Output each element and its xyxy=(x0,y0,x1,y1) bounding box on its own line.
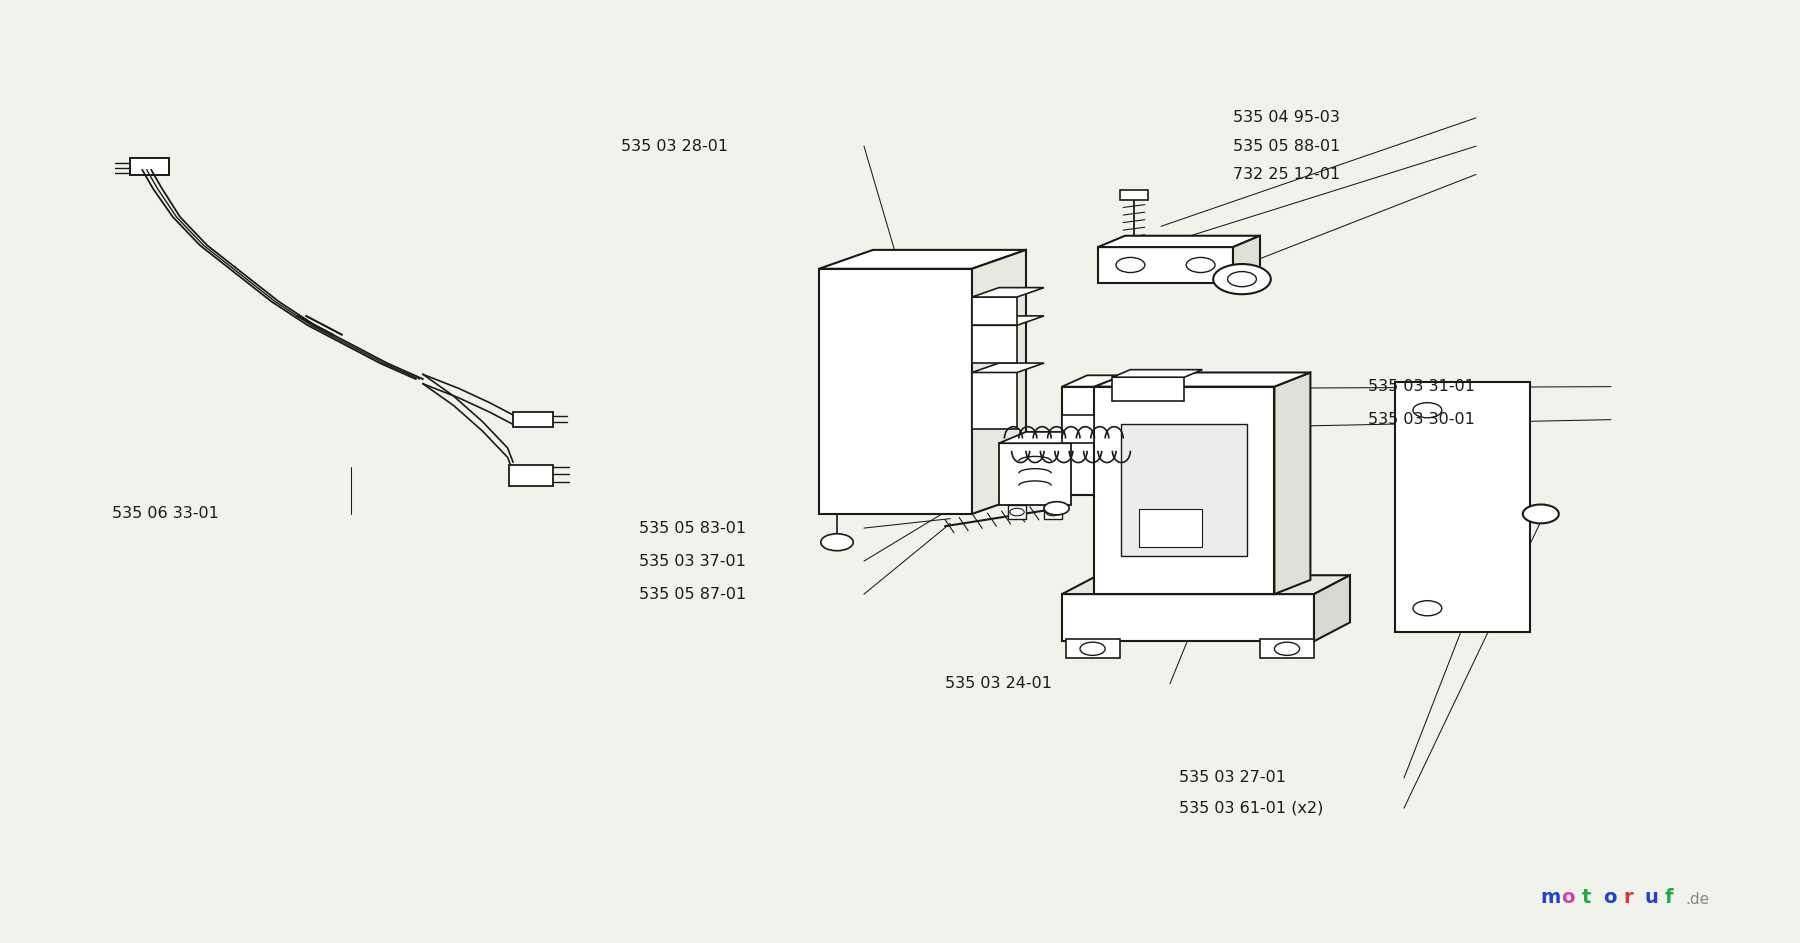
Bar xyxy=(819,269,972,514)
Polygon shape xyxy=(1233,236,1260,283)
Bar xyxy=(509,465,553,486)
Circle shape xyxy=(1523,505,1559,523)
Text: 535 03 30-01: 535 03 30-01 xyxy=(1368,412,1474,427)
Text: 535 04 95-03: 535 04 95-03 xyxy=(1233,110,1339,125)
Bar xyxy=(1008,505,1026,519)
Text: 535 03 24-01: 535 03 24-01 xyxy=(945,676,1051,691)
Circle shape xyxy=(1274,642,1300,655)
Polygon shape xyxy=(1094,372,1310,387)
Text: 535 03 27-01: 535 03 27-01 xyxy=(1179,770,1285,786)
Polygon shape xyxy=(972,316,1044,325)
Polygon shape xyxy=(1098,236,1260,247)
Circle shape xyxy=(1213,264,1271,294)
Bar xyxy=(1120,190,1148,200)
Circle shape xyxy=(1120,383,1141,394)
Polygon shape xyxy=(1062,415,1094,443)
Polygon shape xyxy=(1112,370,1202,377)
Bar xyxy=(1098,247,1233,283)
Text: t: t xyxy=(1582,888,1591,907)
Polygon shape xyxy=(1062,594,1314,641)
Text: 535 03 37-01: 535 03 37-01 xyxy=(639,554,745,569)
Bar xyxy=(1395,382,1530,632)
Text: 535 06 33-01: 535 06 33-01 xyxy=(112,506,218,521)
Text: 535 03 28-01: 535 03 28-01 xyxy=(621,139,729,154)
Text: f: f xyxy=(1665,888,1674,907)
Polygon shape xyxy=(1274,372,1310,594)
Bar xyxy=(1112,377,1184,401)
Text: o: o xyxy=(1562,888,1575,907)
Polygon shape xyxy=(999,432,1098,443)
Bar xyxy=(1260,639,1314,658)
Bar xyxy=(1044,505,1062,519)
Text: .de: .de xyxy=(1685,892,1710,907)
Text: 535 03 31-01: 535 03 31-01 xyxy=(1368,379,1474,394)
Circle shape xyxy=(1046,508,1060,516)
Polygon shape xyxy=(1314,575,1350,641)
Bar xyxy=(1139,509,1202,547)
Bar xyxy=(1121,424,1247,556)
Polygon shape xyxy=(819,250,1026,269)
Circle shape xyxy=(1413,601,1442,616)
Circle shape xyxy=(1116,257,1145,273)
Polygon shape xyxy=(1062,375,1123,387)
Text: 535 05 88-01: 535 05 88-01 xyxy=(1233,139,1341,154)
Polygon shape xyxy=(972,250,1026,514)
Bar xyxy=(972,372,1017,429)
Text: 535 05 87-01: 535 05 87-01 xyxy=(639,587,747,602)
Polygon shape xyxy=(972,363,1044,372)
Text: 535 05 83-01: 535 05 83-01 xyxy=(639,521,747,536)
Circle shape xyxy=(1186,257,1215,273)
Polygon shape xyxy=(1062,575,1350,594)
Bar xyxy=(130,158,169,175)
Text: r: r xyxy=(1624,888,1633,907)
Polygon shape xyxy=(972,288,1044,297)
Text: u: u xyxy=(1643,888,1658,907)
Bar xyxy=(1066,639,1120,658)
Bar xyxy=(513,412,553,427)
Circle shape xyxy=(1044,502,1069,515)
Text: m: m xyxy=(1541,888,1561,907)
Polygon shape xyxy=(1274,387,1310,495)
Bar xyxy=(972,297,1017,325)
Circle shape xyxy=(1080,642,1105,655)
Text: o: o xyxy=(1602,888,1616,907)
Circle shape xyxy=(1010,508,1024,516)
Circle shape xyxy=(1228,272,1256,287)
Circle shape xyxy=(1413,403,1442,418)
Bar xyxy=(999,443,1071,505)
Text: 732 25 12-01: 732 25 12-01 xyxy=(1233,167,1341,182)
Polygon shape xyxy=(1062,387,1098,495)
Bar xyxy=(972,325,1017,363)
Circle shape xyxy=(821,534,853,551)
Text: 535 03 61-01 (x2): 535 03 61-01 (x2) xyxy=(1179,801,1323,816)
Bar xyxy=(1094,387,1274,594)
